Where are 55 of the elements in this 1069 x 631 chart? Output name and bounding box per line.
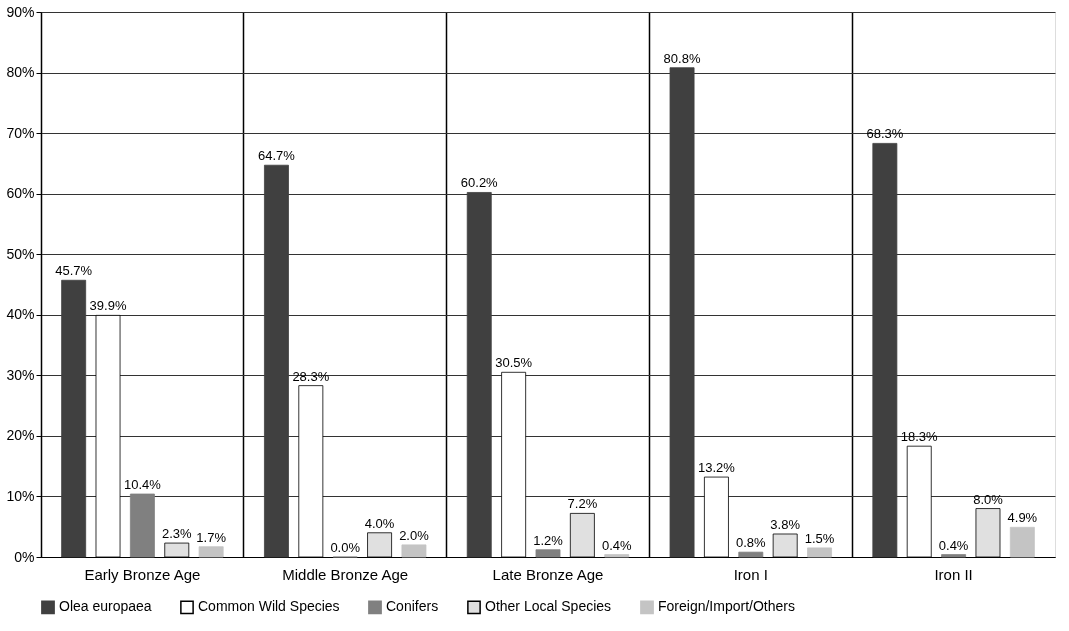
bar xyxy=(264,164,289,558)
data-label: 7.2% xyxy=(567,496,598,512)
bar xyxy=(807,547,832,558)
bar xyxy=(401,544,427,558)
data-label: 30.5% xyxy=(495,355,533,371)
bar xyxy=(669,67,695,558)
y-tick-label: 70% xyxy=(6,124,35,141)
data-label: 60.2% xyxy=(460,175,499,191)
data-label: 0.4% xyxy=(601,537,632,553)
data-label: 39.9% xyxy=(89,298,127,314)
bar xyxy=(198,546,224,558)
data-label: 1.5% xyxy=(804,530,835,546)
data-label: 13.2% xyxy=(697,460,736,476)
x-tick-label: Late Bronze Age xyxy=(492,565,604,583)
data-label: 1.7% xyxy=(196,529,227,545)
y-tick-label: 0% xyxy=(14,548,35,565)
bar xyxy=(941,554,967,558)
bar xyxy=(535,549,561,558)
x-tick-label: Middle Bronze Age xyxy=(282,565,409,583)
bar xyxy=(738,551,764,558)
y-tick-label: 80% xyxy=(6,64,35,81)
bar xyxy=(61,279,87,558)
x-tick-label: Iron II xyxy=(934,565,973,583)
legend-label: Olea europaea xyxy=(59,598,152,615)
y-tick-label: 10% xyxy=(6,487,35,504)
bar xyxy=(1009,526,1035,558)
y-tick-label: 40% xyxy=(6,306,35,323)
y-tick-label: 60% xyxy=(6,185,35,202)
bar xyxy=(872,143,898,558)
bar xyxy=(604,554,630,558)
y-tick-label: 50% xyxy=(6,245,35,262)
y-tick-label: 90% xyxy=(6,3,35,20)
data-label: 0.8% xyxy=(735,535,767,551)
data-label: 0.4% xyxy=(938,537,969,553)
x-tick-label: Early Bronze Age xyxy=(84,565,201,583)
y-tick-label: 20% xyxy=(6,427,35,444)
x-tick-label: Iron I xyxy=(733,565,768,583)
bar xyxy=(466,192,492,558)
data-label: 3.8% xyxy=(770,516,801,532)
data-label: 4.0% xyxy=(364,515,395,531)
data-label: 80.8% xyxy=(663,50,701,66)
legend-label: Conifers xyxy=(386,598,439,615)
data-label: 4.9% xyxy=(1007,510,1038,526)
y-tick-label: 30% xyxy=(6,366,35,383)
data-label: 1.2% xyxy=(533,532,564,548)
data-label: 10.4% xyxy=(123,477,162,493)
data-label: 64.7% xyxy=(258,148,296,164)
data-label: 45.7% xyxy=(55,263,93,279)
data-label: 0.0% xyxy=(330,540,361,555)
data-label: 2.3% xyxy=(161,526,193,542)
bar xyxy=(129,493,155,558)
data-label: 2.0% xyxy=(399,527,430,543)
legend-label: Common Wild Species xyxy=(198,598,340,615)
legend-label: Foreign/Import/Others xyxy=(658,598,795,615)
legend-label: Other Local Species xyxy=(485,598,612,615)
